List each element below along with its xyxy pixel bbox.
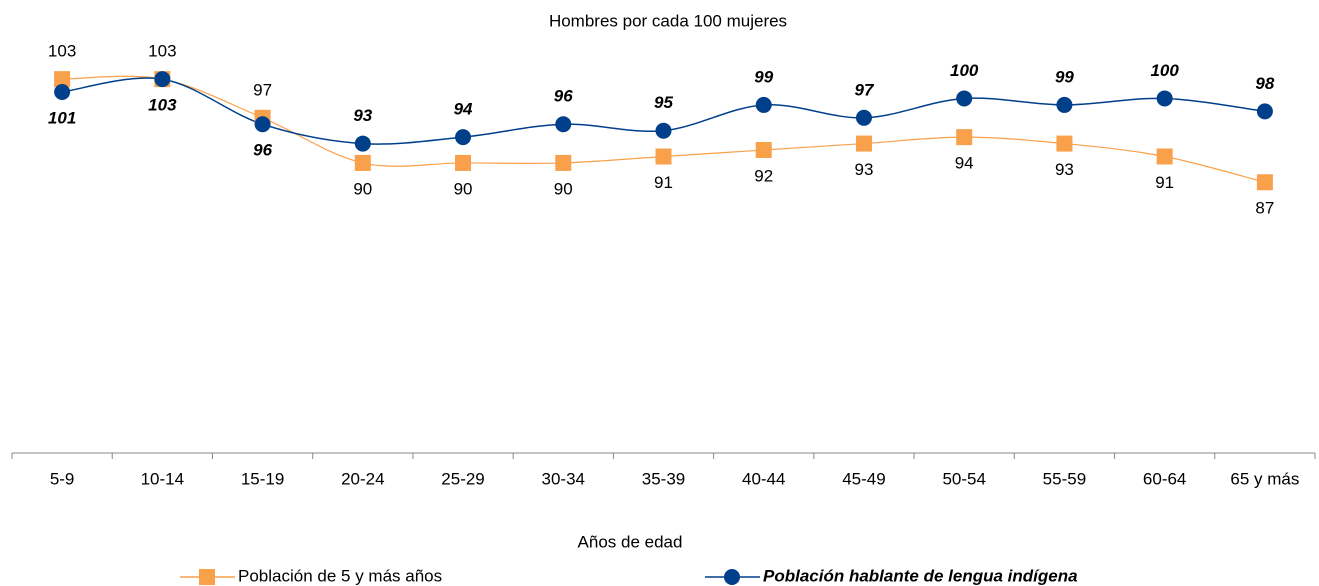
data-label: 103 [148, 42, 176, 61]
data-point [154, 71, 171, 88]
x-tick-label: 65 y más [1230, 469, 1299, 488]
x-tick-label: 50-54 [942, 469, 985, 488]
data-label: 91 [1155, 173, 1174, 192]
data-point [1156, 148, 1173, 165]
data-point [1156, 90, 1173, 107]
data-label: 90 [454, 179, 473, 198]
data-label: 90 [353, 179, 372, 198]
data-point [555, 154, 572, 171]
data-label: 103 [48, 42, 76, 61]
data-label: 90 [554, 179, 573, 198]
x-tick-label: 15-19 [241, 469, 284, 488]
data-point [855, 109, 872, 126]
data-point [655, 122, 672, 139]
data-label: 94 [955, 154, 974, 173]
data-label: 99 [754, 67, 773, 86]
data-point [354, 154, 371, 171]
data-point [455, 154, 472, 171]
legend-label: Población de 5 y más años [238, 566, 442, 585]
data-point [755, 142, 772, 159]
data-label: 94 [454, 100, 473, 119]
data-point [254, 116, 271, 133]
x-tick-label: 10-14 [141, 469, 184, 488]
chart-title: Hombres por cada 100 mujeres [549, 11, 787, 30]
data-label: 101 [48, 108, 76, 127]
data-label: 95 [654, 93, 673, 112]
data-label: 98 [1255, 74, 1274, 93]
data-point [755, 96, 772, 113]
x-tick-label: 45-49 [842, 469, 885, 488]
x-tick-label: 25-29 [441, 469, 484, 488]
data-label: 96 [554, 87, 573, 106]
data-label: 93 [353, 106, 372, 125]
data-point [354, 135, 371, 152]
data-label: 97 [253, 80, 272, 99]
x-tick-label: 30-34 [542, 469, 585, 488]
data-point [455, 129, 472, 146]
data-point [655, 148, 672, 165]
x-axis-title: Años de edad [578, 532, 683, 551]
data-label: 93 [1055, 160, 1074, 179]
x-tick-label: 5-9 [50, 469, 75, 488]
data-point [855, 135, 872, 152]
data-label: 100 [950, 61, 979, 80]
data-label: 103 [148, 96, 177, 115]
legend-label: Población hablante de lengua indígena [763, 566, 1078, 585]
data-label: 97 [855, 80, 875, 99]
data-label: 92 [754, 167, 773, 186]
data-label: 99 [1055, 67, 1074, 86]
data-point [555, 116, 572, 133]
data-point [1256, 103, 1273, 120]
x-tick-label: 55-59 [1043, 469, 1086, 488]
data-point [54, 84, 71, 101]
data-label: 96 [253, 141, 272, 160]
x-tick-label: 35-39 [642, 469, 685, 488]
data-point [1056, 135, 1073, 152]
data-label: 100 [1150, 61, 1179, 80]
x-tick-label: 60-64 [1143, 469, 1186, 488]
data-label: 93 [855, 160, 874, 179]
data-point [956, 129, 973, 146]
x-tick-label: 40-44 [742, 469, 785, 488]
data-point [54, 71, 71, 88]
x-tick-label: 20-24 [341, 469, 384, 488]
data-point [1056, 96, 1073, 113]
data-point [1256, 174, 1273, 191]
data-label: 87 [1255, 199, 1274, 218]
legend-marker [724, 569, 740, 585]
data-point [956, 90, 973, 107]
data-label: 91 [654, 173, 673, 192]
legend-marker [199, 569, 215, 585]
